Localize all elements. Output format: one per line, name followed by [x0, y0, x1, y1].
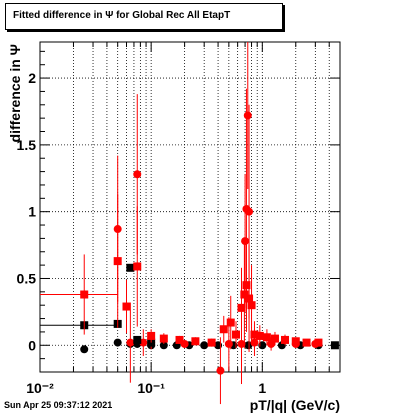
data-point-square — [262, 333, 271, 342]
y-tick-label: 1 — [28, 204, 36, 220]
data-point-circle — [243, 111, 252, 120]
y-tick-label: 2 — [28, 70, 36, 86]
x-tick-label: 10⁻² — [26, 380, 54, 396]
data-point-circle — [80, 345, 89, 354]
data-point-square — [245, 294, 254, 303]
data-point-square — [247, 301, 256, 310]
data-point-square — [330, 341, 339, 350]
data-point-circle — [113, 338, 122, 347]
data-point-square — [147, 331, 156, 340]
data-point-circle — [244, 341, 253, 350]
timestamp-footer: Sun Apr 25 09:37:12 2021 — [4, 400, 113, 410]
data-point-square — [122, 302, 131, 311]
data-point-square — [291, 337, 300, 346]
data-point-square — [159, 334, 168, 343]
data-point-square — [240, 290, 249, 299]
data-point-square — [242, 281, 251, 290]
data-point-square — [191, 337, 200, 346]
data-point-square — [250, 330, 259, 339]
x-tick-label: 10⁻¹ — [137, 380, 165, 396]
data-point-square — [314, 338, 323, 347]
data-point-square — [302, 338, 311, 347]
data-point-circle — [139, 338, 148, 347]
data-point-square — [133, 262, 142, 271]
data-point-circle — [245, 207, 254, 216]
data-point-square — [232, 330, 241, 339]
data-point-circle — [224, 339, 233, 348]
plot-frame — [39, 41, 341, 373]
data-point-circle — [126, 338, 135, 347]
data-point-square — [237, 303, 246, 312]
data-point-circle — [133, 170, 142, 179]
data-point-square — [255, 331, 264, 340]
data-point-square — [280, 335, 289, 344]
x-axis-title: pT/|q| (GeV/c) — [250, 397, 340, 413]
data-point-square — [113, 257, 122, 266]
data-point-square — [133, 335, 142, 344]
data-point-square — [207, 338, 216, 347]
data-point-square — [219, 325, 228, 334]
y-tick-label: 1.5 — [17, 137, 37, 153]
data-point-square — [270, 334, 279, 343]
data-point-square — [175, 335, 184, 344]
data-point-circle — [200, 341, 209, 350]
data-point-square — [80, 290, 89, 299]
data-point-circle — [159, 341, 168, 350]
y-axis-title: difference in Ψ — [7, 44, 23, 142]
chart-title: Fitted difference in Ψ for Global Rec Al… — [13, 10, 231, 21]
x-tick-label: 1 — [258, 380, 266, 396]
chart-title-box: Fitted difference in Ψ for Global Rec Al… — [5, 3, 283, 30]
data-point-square — [126, 263, 135, 272]
y-tick-label: 0 — [28, 337, 36, 353]
data-point-circle — [241, 237, 250, 246]
data-point-circle — [216, 366, 225, 375]
data-point-square — [226, 318, 235, 327]
y-tick-label: 0.5 — [17, 270, 37, 286]
